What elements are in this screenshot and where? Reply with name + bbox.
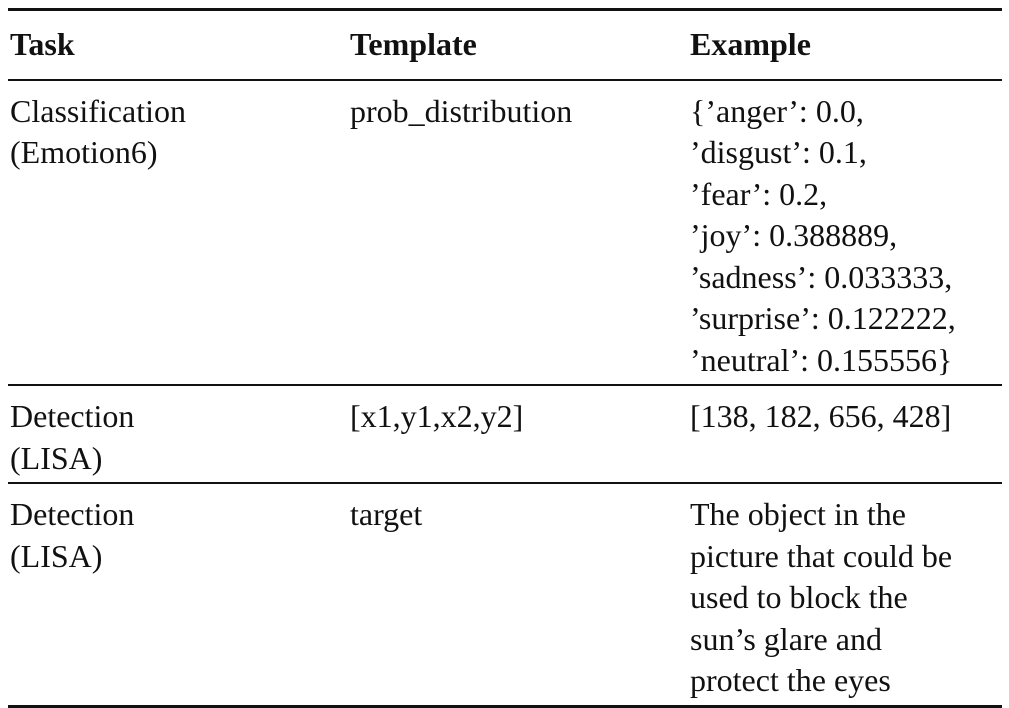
example-line: picture that could be xyxy=(690,537,953,574)
example-line: ’fear’: 0.2, xyxy=(690,175,828,212)
table-row: Detection (LISA) [x1,y1,x2,y2] [138, 182… xyxy=(8,386,1002,482)
example-line: ’neutral’: 0.155556} xyxy=(690,341,953,378)
example-line: {’anger’: 0.0, xyxy=(690,92,864,129)
example-cell: The object in the picture that could be … xyxy=(688,494,1002,702)
example-cell: {’anger’: 0.0, ’disgust’: 0.1, ’fear’: 0… xyxy=(688,91,1002,382)
task-cell: Detection (LISA) xyxy=(8,494,348,702)
example-line: protect the eyes xyxy=(690,662,891,698)
template-line: [x1,y1,x2,y2] xyxy=(350,398,524,434)
header-task: Task xyxy=(10,26,75,62)
example-line: ’surprise’: 0.122222, xyxy=(690,300,956,336)
task-line: (LISA) xyxy=(10,537,103,574)
task-line: (LISA) xyxy=(10,439,103,476)
bottom-rule xyxy=(8,704,1002,708)
template-cell: [x1,y1,x2,y2] xyxy=(348,396,688,479)
task-line: (Emotion6) xyxy=(10,134,158,170)
task-cell: Classification (Emotion6) xyxy=(8,91,348,382)
header-rule xyxy=(8,78,1002,81)
header-example: Example xyxy=(690,26,811,62)
top-rule xyxy=(8,8,1002,11)
example-line: sun’s glare and xyxy=(690,620,882,657)
example-line: ’joy’: 0.388889, xyxy=(690,217,898,253)
example-line: ’sadness’: 0.033333, xyxy=(690,258,953,295)
example-line: [138, 182, 656, 428] xyxy=(690,398,952,434)
task-cell: Detection (LISA) xyxy=(8,396,348,479)
example-cell: [138, 182, 656, 428] xyxy=(688,396,1002,479)
template-line: target xyxy=(350,496,423,532)
example-line: The object in the xyxy=(690,496,906,532)
task-line: Classification xyxy=(10,92,186,129)
row-rule xyxy=(8,482,1002,484)
header-template: Template xyxy=(350,26,477,62)
template-cell: target xyxy=(348,494,688,702)
template-line: prob_distribution xyxy=(350,92,573,129)
template-cell: prob_distribution xyxy=(348,91,688,382)
example-line: used to block the xyxy=(690,579,908,615)
example-line: ’disgust’: 0.1, xyxy=(690,134,867,170)
table-row: Detection (LISA) target The object in th… xyxy=(8,484,1002,705)
table-row: Classification (Emotion6) prob_distribut… xyxy=(8,81,1002,385)
task-line: Detection xyxy=(10,496,135,532)
row-rule xyxy=(8,384,1002,386)
header-row: Task Template Example xyxy=(8,11,1002,79)
task-line: Detection xyxy=(10,398,135,434)
templates-table: Task Template Example Classification (Em… xyxy=(8,8,1002,708)
